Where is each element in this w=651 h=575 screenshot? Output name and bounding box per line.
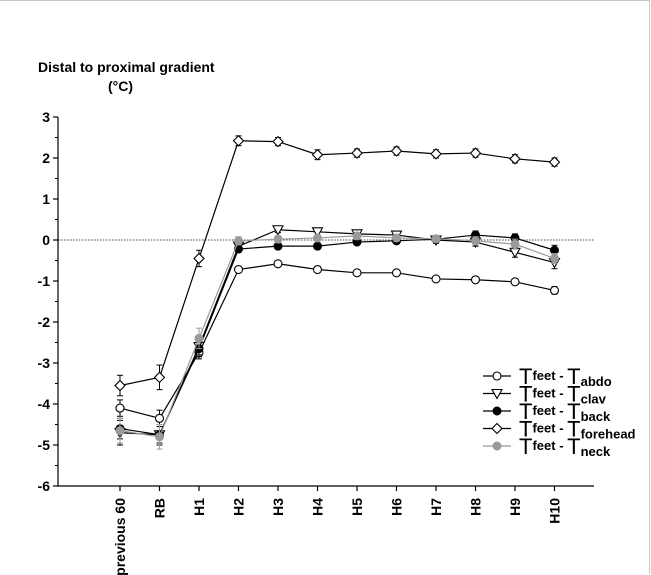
data-point (431, 234, 441, 244)
x-tick-label: RB (152, 498, 168, 518)
data-point (510, 239, 520, 249)
y-tick-label: -1 (38, 273, 51, 289)
y-tick-label: 0 (42, 232, 50, 248)
legend-item-back: Tfeet - Tback (483, 399, 611, 424)
series-line (119, 229, 555, 436)
y-axis-unit: (°C) (108, 78, 134, 94)
data-point (550, 253, 559, 263)
data-point (313, 241, 322, 251)
data-point (234, 236, 243, 246)
data-point (549, 285, 560, 295)
y-tick-label: -6 (38, 478, 51, 494)
legend-marker (492, 371, 502, 381)
y-tick-label: -5 (38, 437, 51, 453)
series-abdo (115, 259, 560, 428)
data-point (469, 147, 482, 159)
data-point (470, 275, 481, 285)
x-tick-label: H7 (428, 498, 444, 516)
y-tick-label: 2 (42, 150, 50, 166)
x-tick-label: H5 (349, 498, 365, 516)
data-point (193, 252, 205, 265)
data-point (114, 379, 126, 392)
data-point (311, 148, 324, 161)
series-line (119, 235, 555, 438)
data-point (153, 371, 166, 384)
x-tick-label: H1 (191, 498, 207, 516)
data-point (273, 234, 283, 244)
data-point (155, 432, 164, 442)
data-point (115, 403, 125, 413)
x-tick-label: H4 (310, 498, 326, 516)
legend-label: Tfeet - Tback (519, 399, 611, 424)
legend-marker (491, 388, 503, 400)
data-point (313, 233, 322, 243)
data-point (391, 268, 402, 278)
legend-marker (492, 406, 502, 416)
y-tick-label: -3 (38, 355, 51, 371)
legend-item-clav: Tfeet - Tclav (483, 382, 607, 407)
y-tick-label: 3 (42, 109, 50, 125)
data-point (430, 148, 442, 160)
y-tick-label: 1 (42, 191, 50, 207)
series-forehead (114, 135, 561, 397)
data-point (548, 156, 561, 168)
x-tick-label: H8 (468, 498, 484, 516)
data-point (352, 268, 362, 278)
data-point (352, 231, 362, 241)
data-point (233, 264, 244, 275)
legend-label: Tfeet - Tabdo (519, 364, 612, 389)
legend-label: Tfeet - Tclav (519, 382, 607, 407)
data-point (194, 333, 204, 343)
series-neck (115, 231, 559, 450)
legend-marker (491, 422, 503, 435)
data-point (312, 264, 323, 275)
data-point (273, 259, 283, 269)
data-point (471, 236, 480, 246)
data-point (232, 135, 245, 147)
legend-label: Tfeet - Tneck (519, 434, 611, 459)
series-line (119, 234, 555, 436)
x-tick-label: H3 (270, 498, 286, 516)
series-line (119, 263, 555, 420)
legend-item-forehead: Tfeet - Tforehead (483, 417, 636, 442)
data-point (392, 233, 401, 243)
legend-item-abdo: Tfeet - Tabdo (483, 364, 612, 389)
legend-label: Tfeet - Tforehead (519, 417, 636, 442)
series-line (119, 140, 555, 387)
data-point (351, 147, 363, 159)
data-point (154, 413, 165, 423)
legend-item-neck: Tfeet - Tneck (483, 434, 611, 459)
data-point (431, 274, 441, 284)
legend-marker (492, 441, 502, 451)
data-point (390, 145, 403, 157)
data-point (272, 135, 284, 148)
data-point (272, 225, 284, 236)
data-point (115, 426, 125, 436)
data-point (509, 153, 521, 165)
x-tick-label: H9 (507, 498, 523, 516)
y-tick-label: -2 (38, 314, 51, 330)
data-point (510, 277, 520, 287)
x-tick-label: H10 (547, 498, 563, 524)
data-point (311, 227, 324, 238)
x-tick-label: H6 (389, 498, 405, 516)
x-tick-label: previous 60 (112, 498, 128, 575)
y-tick-label: -4 (38, 396, 51, 412)
x-tick-label: H2 (231, 498, 247, 516)
chart-title: Distal to proximal gradient (38, 59, 215, 75)
